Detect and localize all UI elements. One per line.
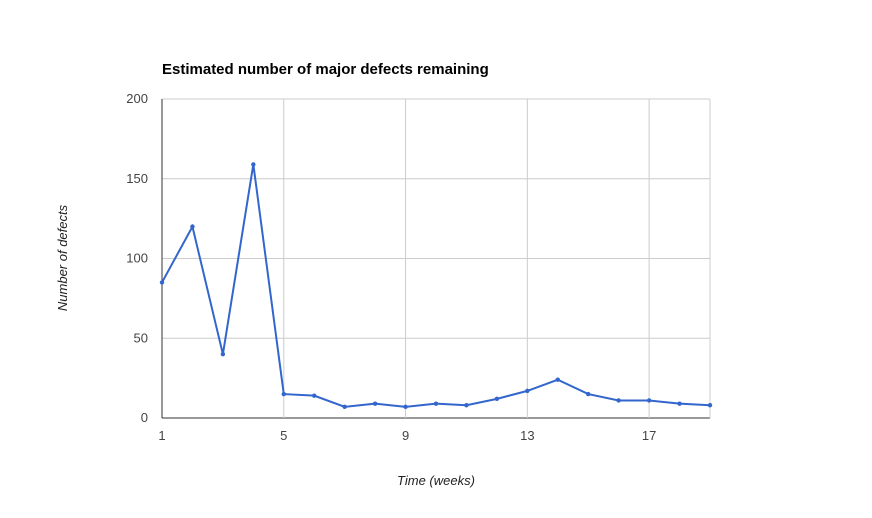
- data-point: [525, 388, 530, 394]
- data-point: [433, 401, 439, 406]
- series-layer: [159, 162, 713, 410]
- data-point: [372, 401, 378, 406]
- data-point: [251, 162, 256, 167]
- data-point: [494, 396, 500, 402]
- x-tick-label: 17: [642, 428, 656, 443]
- data-point: [190, 224, 195, 229]
- y-tick-label: 200: [126, 91, 148, 106]
- data-point: [616, 398, 621, 403]
- x-tick-label: 1: [158, 428, 165, 443]
- x-axis-label: Time (weeks): [397, 473, 475, 488]
- x-tick-label: 13: [520, 428, 534, 443]
- data-point: [403, 404, 408, 410]
- data-point: [220, 352, 226, 357]
- data-point: [677, 401, 682, 406]
- data-point: [646, 398, 652, 403]
- data-point: [707, 403, 713, 408]
- x-axis-ticks: 1 5 9 13 17: [158, 428, 656, 443]
- y-axis-ticks: 0 50 100 150 200: [126, 91, 148, 425]
- data-point: [555, 377, 560, 382]
- data-point: [586, 391, 591, 397]
- data-point: [342, 404, 347, 410]
- y-tick-label: 100: [126, 251, 148, 266]
- chart-title: Estimated number of major defects remain…: [162, 61, 489, 78]
- data-point: [464, 403, 469, 408]
- data-point: [159, 280, 165, 285]
- y-axis-label: Number of defects: [55, 204, 70, 311]
- data-point: [312, 393, 317, 398]
- data-point: [281, 391, 286, 397]
- x-tick-label: 9: [402, 428, 409, 443]
- y-tick-label: 150: [126, 171, 148, 186]
- gridlines: [161, 98, 711, 419]
- x-tick-label: 5: [280, 428, 287, 443]
- series-line-0: [161, 164, 711, 408]
- y-tick-label: 0: [141, 410, 148, 425]
- y-tick-label: 50: [134, 330, 148, 345]
